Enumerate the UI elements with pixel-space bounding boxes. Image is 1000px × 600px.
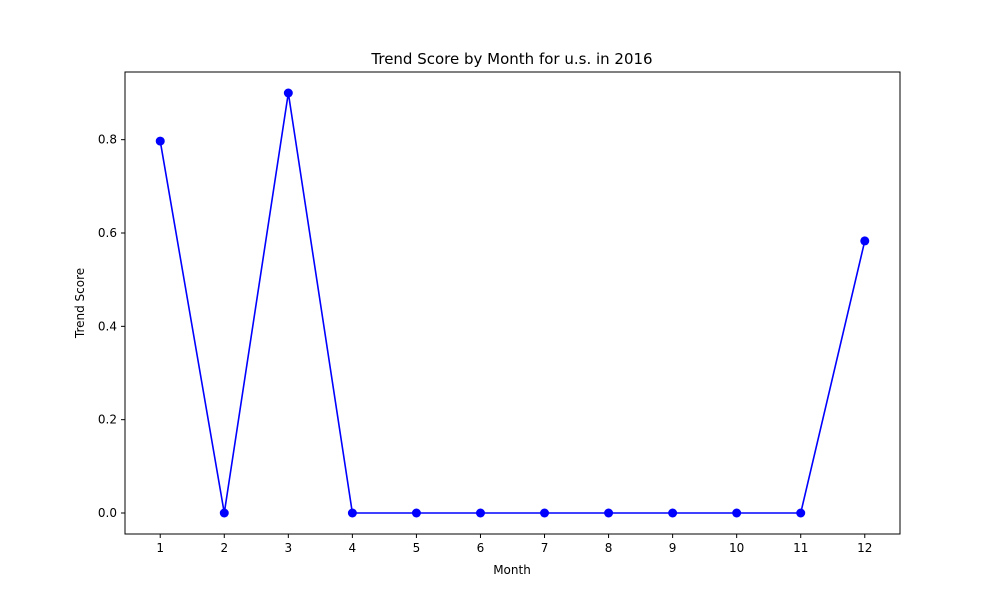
data-point — [796, 508, 806, 518]
x-tick-label: 9 — [669, 541, 677, 555]
x-tick-label: 5 — [413, 541, 421, 555]
y-tick-label: 0.0 — [98, 506, 117, 520]
y-tick-label: 0.2 — [98, 413, 117, 427]
data-point — [540, 508, 550, 518]
data-point — [283, 88, 293, 98]
chart-title: Trend Score by Month for u.s. in 2016 — [370, 50, 652, 68]
x-axis-label: Month — [493, 563, 531, 577]
data-point — [604, 508, 614, 518]
data-point — [732, 508, 742, 518]
series-layer — [155, 88, 870, 518]
data-point — [668, 508, 678, 518]
plot-area-frame — [124, 71, 901, 535]
x-tick-label: 11 — [793, 541, 808, 555]
x-tick-label: 8 — [605, 541, 613, 555]
data-point — [219, 508, 229, 518]
x-tick-label: 1 — [156, 541, 164, 555]
data-point — [475, 508, 485, 518]
data-point — [411, 508, 421, 518]
axis-ticks: 1 2 3 4 5 6 7 8 9 10 11 120.00.20.40.60.8 — [98, 133, 873, 555]
x-tick-label: 3 — [285, 541, 293, 555]
y-tick-label: 0.8 — [98, 133, 117, 147]
series-line — [159, 92, 866, 514]
x-tick-label: 4 — [349, 541, 357, 555]
x-tick-label: 10 — [729, 541, 744, 555]
data-point — [347, 508, 357, 518]
x-tick-label: 2 — [220, 541, 228, 555]
x-tick-label: 12 — [857, 541, 872, 555]
x-tick-label: 7 — [541, 541, 549, 555]
y-tick-label: 0.6 — [98, 226, 117, 240]
data-point — [860, 236, 870, 246]
y-axis-label: Trend Score — [73, 268, 87, 339]
y-tick-label: 0.4 — [98, 319, 117, 333]
data-point — [155, 136, 165, 146]
x-tick-label: 6 — [477, 541, 485, 555]
